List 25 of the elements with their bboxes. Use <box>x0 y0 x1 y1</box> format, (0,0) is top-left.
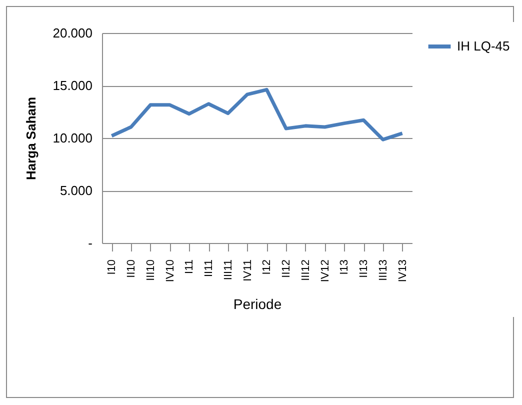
x-tick-label: III10 <box>144 260 157 281</box>
x-tick-label: I13 <box>338 260 351 275</box>
x-tick-label: IV13 <box>396 260 409 282</box>
x-tick-label: II10 <box>126 260 138 278</box>
y-tick-label: - <box>88 236 92 250</box>
y-axis-title: Harga Saham <box>24 96 39 180</box>
x-tick-label: III13 <box>377 260 390 281</box>
x-tick-label: IV11 <box>242 260 254 282</box>
x-tick-label: III11 <box>222 260 234 280</box>
line-series <box>110 88 404 142</box>
x-axis-title: Periode <box>233 296 282 312</box>
x-tick-label: II11 <box>203 260 216 278</box>
x-tick-label: I11 <box>184 260 196 274</box>
y-tick-label: 5.000 <box>60 183 92 198</box>
y-tick-label: 20.000 <box>52 26 92 40</box>
x-tick-label: IV10 <box>164 260 176 282</box>
x-tick-label: I10 <box>106 260 118 275</box>
legend-label: IH LQ-45 <box>457 38 510 54</box>
x-tick-label: III12 <box>300 260 312 281</box>
x-tick-label: IV12 <box>319 260 332 282</box>
y-tick-label: 10.000 <box>52 130 92 146</box>
x-tick-label: II12 <box>280 260 293 278</box>
x-tick-label: II13 <box>358 260 370 278</box>
y-tick-label: 15.000 <box>52 78 92 93</box>
x-tick-label: I12 <box>261 260 274 275</box>
